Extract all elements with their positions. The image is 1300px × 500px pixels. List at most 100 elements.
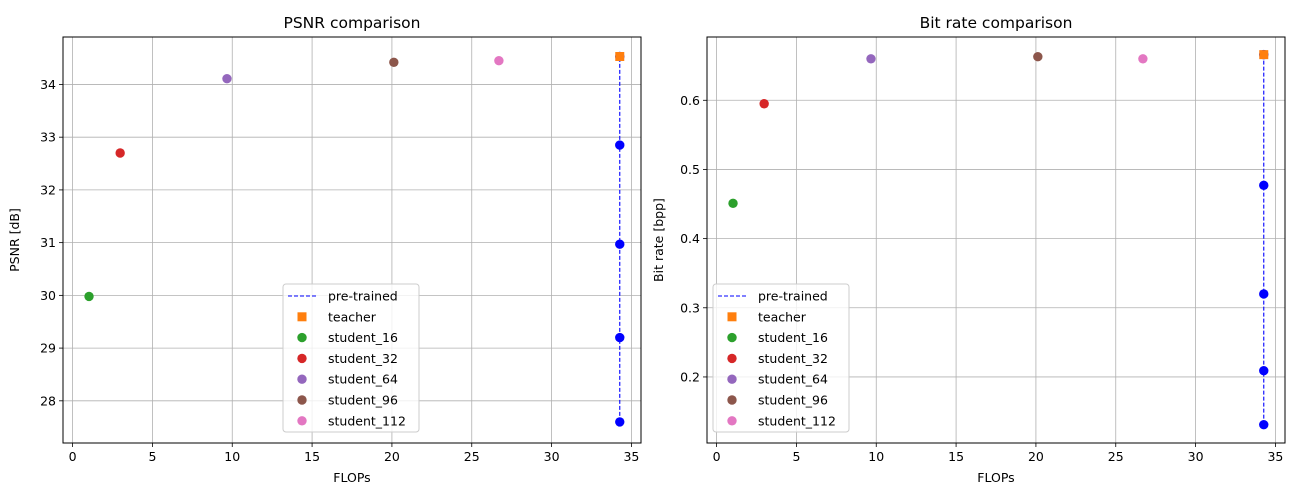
y-axis-label: Bit rate [bpp] [651,198,666,282]
x-tick-label: 30 [544,449,560,464]
legend-item: pre-trained [718,289,828,304]
x-axis-label: FLOPs [333,470,370,485]
legend-label: student_112 [328,413,406,428]
y-axis-label: PSNR [dB] [7,208,22,272]
x-tick-label: 25 [464,449,480,464]
data-layer [84,51,625,427]
legend-item: student_112 [297,413,406,428]
series-student-32 [759,99,769,109]
series-student-64 [866,54,876,64]
series-teacher [1259,50,1269,60]
y-axis-ticks: 0.2 0.3 0.4 0.5 0.6 [680,93,707,384]
legend-label: pre-trained [328,289,398,304]
data-point [115,148,125,158]
y-tick-label: 0.3 [680,300,700,315]
legend-label: student_32 [758,351,828,366]
legend-item: student_64 [727,372,828,387]
y-tick-label: 0.4 [680,231,700,246]
x-tick-label: 35 [623,449,639,464]
data-point [866,54,876,64]
legend-label: student_64 [328,372,398,387]
series-student-16 [728,198,738,209]
legend-marker [727,353,737,364]
legend-label: student_16 [758,330,828,345]
legend-marker [727,395,737,405]
legend-label: student_112 [758,413,836,428]
series-student-112 [494,56,504,66]
axes-frame [706,36,1286,444]
data-point [222,73,232,84]
legend-marker [297,395,307,405]
y-tick-label: 31 [40,235,56,250]
x-axis-ticks: 0 5 10 15 20 25 30 35 [69,443,639,464]
legend-marker [297,374,307,384]
data-point [389,57,399,68]
series-student-32 [115,148,125,158]
legend-marker [727,416,737,426]
series-pre-trained [1259,49,1269,430]
x-axis-label: FLOPs [977,470,1014,485]
series-teacher [615,52,625,62]
legend-item: student_96 [727,393,828,408]
y-tick-label: 0.2 [680,369,700,384]
legend-label: teacher [758,309,807,324]
x-tick-label: 10 [224,449,240,464]
data-point [728,198,738,209]
x-tick-label: 15 [948,449,964,464]
data-point [615,417,625,427]
data-point [615,239,625,249]
legend-label: student_96 [758,393,828,408]
legend-item: student_32 [727,351,828,366]
legend-item: student_64 [297,372,398,387]
x-tick-label: 20 [1028,449,1044,464]
y-tick-label: 33 [40,130,56,145]
legend-marker [297,353,307,364]
chart-panel-1: 0 5 10 15 20 25 30 35 28 29 30 31 32 33 34 FLOPs PSNR [d… [7,14,642,485]
legend: pre-trained teacher student_16 student_32st… [282,283,420,433]
legend-label: pre-trained [758,289,828,304]
legend-item: student_96 [297,393,398,408]
grid [707,37,1285,443]
data-point [1259,50,1269,60]
x-tick-label: 30 [1188,449,1204,464]
series-student-16 [84,291,94,302]
x-tick-label: 5 [792,449,800,464]
chart-title: Bit rate comparison [920,14,1073,32]
x-tick-label: 25 [1108,449,1124,464]
legend-marker [297,332,307,343]
legend-marker [297,312,307,322]
data-point [1259,419,1269,430]
series-student-96 [389,57,399,68]
legend-label: student_96 [328,393,398,408]
data-point [84,291,94,302]
data-layer [728,49,1269,430]
x-tick-label: 0 [713,449,721,464]
legend-marker [727,374,737,384]
series-student-64 [222,73,232,84]
y-tick-label: 34 [40,77,56,92]
y-axis-ticks: 28 29 30 31 32 33 34 [40,77,63,408]
data-point [759,99,769,109]
x-tick-label: 20 [384,449,400,464]
series-student-96 [1033,52,1043,62]
data-point [1259,180,1269,191]
legend-frame [282,283,420,433]
legend-frame [712,283,850,433]
legend-item: student_16 [727,330,828,345]
legend-item: pre-trained [288,289,398,304]
y-tick-label: 28 [40,393,56,408]
legend-marker [727,332,737,343]
legend-label: student_32 [328,351,398,366]
chart-panel-2: 0 5 10 15 20 25 30 35 0.2 0.3 0.4 0.5 0.6 FLOPs Bit ra… [651,14,1286,485]
data-point [615,332,625,343]
y-tick-label: 0.5 [680,162,700,177]
x-axis-ticks: 0 5 10 15 20 25 30 35 [713,443,1283,464]
data-point [1259,366,1269,376]
y-tick-label: 29 [40,341,56,356]
data-point [615,140,625,150]
data-point [494,56,504,66]
legend-marker [727,312,737,322]
chart-title: PSNR comparison [284,14,421,32]
legend: pre-trained teacher student_16 student_32st… [712,283,850,433]
